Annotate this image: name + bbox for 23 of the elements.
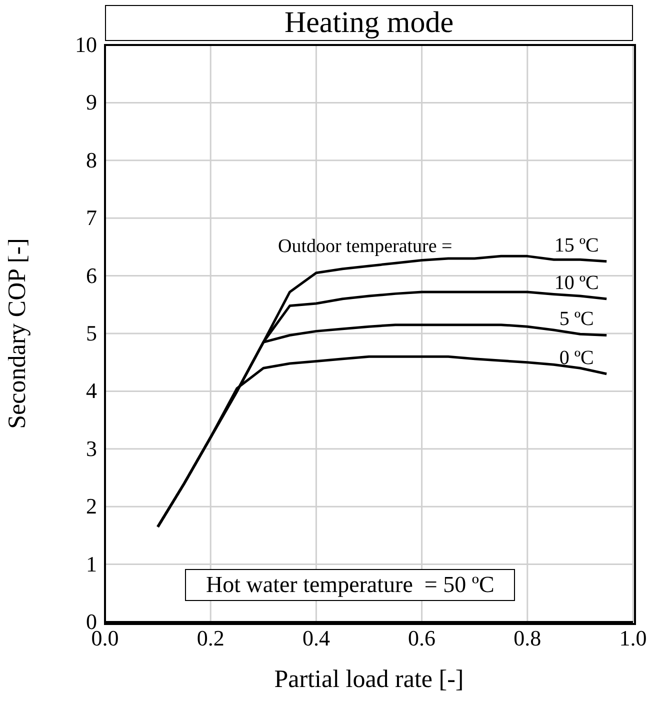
y-tick-label: 10 xyxy=(75,32,97,57)
x-axis-title: Partial load rate [-] xyxy=(274,666,464,693)
x-tick-label: 0.2 xyxy=(196,626,224,651)
x-tick-label: 0.4 xyxy=(302,626,330,651)
series-label: 15 ºC xyxy=(554,234,599,256)
y-tick-label: 6 xyxy=(86,262,97,288)
x-tick-label: 1.0 xyxy=(619,626,647,651)
y-tick-label: 4 xyxy=(86,378,97,404)
y-tick-label: 9 xyxy=(86,90,97,115)
annotation: Outdoor temperature = xyxy=(278,236,452,258)
x-tick-label: 0.6 xyxy=(408,626,436,651)
series-label: 10 ºC xyxy=(554,272,599,294)
y-tick-label: 3 xyxy=(86,436,97,461)
x-tick-label: 0.8 xyxy=(514,626,542,651)
series-label: 5 ºC xyxy=(559,308,594,330)
chart-title: Heating mode xyxy=(105,5,633,41)
y-tick-label: 1 xyxy=(86,551,97,576)
annotation: Hot water temperature = 50 ºC xyxy=(185,569,516,601)
y-tick-label: 8 xyxy=(86,147,97,172)
y-tick-label: 5 xyxy=(86,320,97,346)
y-tick-label: 7 xyxy=(86,205,97,230)
y-tick-label: 2 xyxy=(86,494,97,519)
series-label: 0 ºC xyxy=(559,346,594,369)
